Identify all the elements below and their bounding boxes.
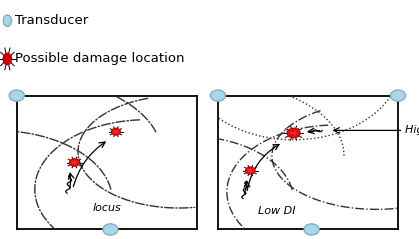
- Circle shape: [246, 167, 255, 174]
- Circle shape: [391, 90, 406, 101]
- Circle shape: [3, 53, 12, 65]
- Circle shape: [103, 224, 118, 235]
- Circle shape: [3, 15, 12, 27]
- Text: Low DI: Low DI: [258, 206, 295, 216]
- Circle shape: [287, 128, 300, 138]
- Text: High DI: High DI: [405, 125, 419, 136]
- Circle shape: [210, 90, 225, 101]
- Text: Possible damage location: Possible damage location: [15, 52, 184, 65]
- Circle shape: [9, 90, 24, 101]
- Text: locus: locus: [93, 203, 121, 213]
- Circle shape: [304, 224, 319, 235]
- Circle shape: [70, 159, 79, 166]
- Text: Transducer: Transducer: [15, 14, 88, 27]
- Circle shape: [111, 128, 120, 135]
